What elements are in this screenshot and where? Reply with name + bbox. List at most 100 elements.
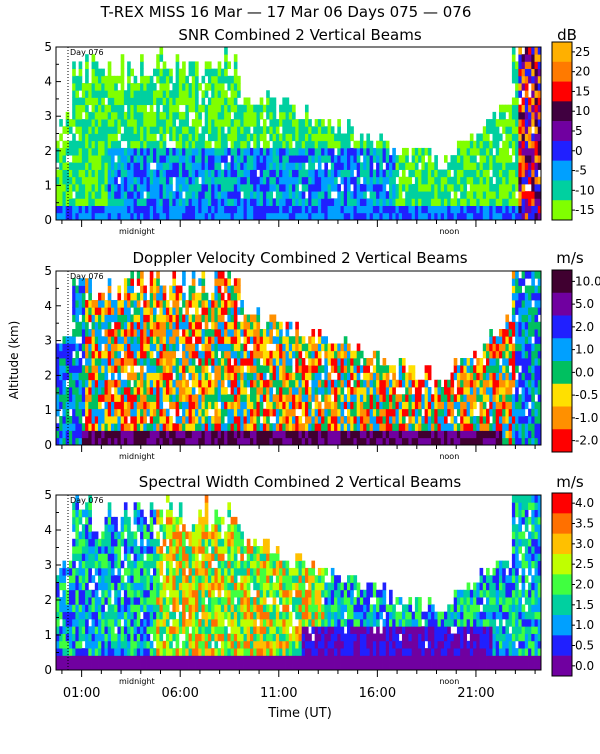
data-cell <box>147 344 151 352</box>
data-cell <box>522 344 526 352</box>
data-cell <box>269 315 273 323</box>
data-cell <box>483 438 487 446</box>
data-cell <box>85 373 89 381</box>
data-cell <box>525 177 529 185</box>
data-cell <box>350 431 354 439</box>
data-cell <box>279 177 283 185</box>
data-cell <box>98 148 102 156</box>
data-cell <box>467 213 471 221</box>
data-cell <box>434 170 438 178</box>
data-cell <box>140 351 144 359</box>
data-cell <box>211 416 215 424</box>
data-cell <box>383 184 387 192</box>
y-tick-label: 0 <box>44 438 52 452</box>
data-cell <box>470 402 474 410</box>
data-cell <box>182 365 186 373</box>
data-cell <box>266 431 270 439</box>
data-cell <box>240 206 244 214</box>
data-cell <box>311 213 315 221</box>
data-cell <box>134 97 138 105</box>
data-cell <box>214 141 218 149</box>
data-cell <box>143 119 147 127</box>
data-cell <box>130 162 134 170</box>
data-cell <box>108 198 112 206</box>
data-cell <box>224 148 228 156</box>
data-cell <box>428 162 432 170</box>
data-cell <box>75 539 79 547</box>
data-cell <box>140 112 144 120</box>
data-cell <box>214 126 218 134</box>
data-cell <box>347 134 351 142</box>
data-cell <box>224 206 228 214</box>
y-tick-label: 5 <box>44 40 52 54</box>
data-cell <box>69 402 73 410</box>
data-cell <box>79 387 83 395</box>
data-cell <box>496 155 500 163</box>
data-cell <box>480 438 484 446</box>
data-cell <box>282 423 286 431</box>
data-cell <box>402 155 406 163</box>
data-cell <box>92 191 96 199</box>
data-cell <box>117 213 121 221</box>
data-cell <box>412 162 416 170</box>
data-cell <box>418 380 422 388</box>
data-cell <box>250 184 254 192</box>
data-cell <box>522 300 526 308</box>
data-cell <box>467 206 471 214</box>
data-cell <box>218 112 222 120</box>
data-cell <box>124 402 128 410</box>
data-cell <box>473 365 477 373</box>
data-cell <box>509 402 513 410</box>
data-cell <box>195 191 199 199</box>
data-cell <box>221 423 225 431</box>
data-cell <box>499 423 503 431</box>
data-cell <box>396 170 400 178</box>
data-cell <box>396 155 400 163</box>
data-cell <box>237 336 241 344</box>
data-cell <box>163 198 167 206</box>
data-cell <box>179 358 183 366</box>
data-cell <box>405 387 409 395</box>
data-cell <box>256 322 260 330</box>
data-cell <box>127 394 131 402</box>
data-cell <box>321 191 325 199</box>
data-cell <box>127 387 131 395</box>
data-cell <box>211 134 215 142</box>
data-cell <box>282 191 286 199</box>
data-cell <box>250 365 254 373</box>
data-cell <box>130 148 134 156</box>
data-cell <box>234 336 238 344</box>
data-cell <box>509 191 513 199</box>
data-cell <box>292 162 296 170</box>
data-cell <box>234 394 238 402</box>
data-cell <box>214 76 218 84</box>
data-cell <box>56 191 60 199</box>
data-cell <box>88 344 92 352</box>
data-cell <box>72 524 76 532</box>
data-cell <box>321 155 325 163</box>
data-cell <box>489 191 493 199</box>
data-cell <box>179 394 183 402</box>
data-cell <box>473 170 477 178</box>
data-cell <box>127 112 131 120</box>
data-cell <box>389 416 393 424</box>
data-cell <box>156 162 160 170</box>
data-cell <box>111 307 115 315</box>
data-cell <box>66 126 70 134</box>
data-cell <box>66 365 70 373</box>
data-cell <box>127 336 131 344</box>
data-cell <box>234 170 238 178</box>
data-cell <box>195 76 199 84</box>
data-cell <box>111 213 115 221</box>
data-cell <box>292 344 296 352</box>
data-cell <box>218 134 222 142</box>
data-cell <box>412 431 416 439</box>
data-cell <box>130 191 134 199</box>
data-cell <box>153 126 157 134</box>
data-cell <box>457 438 461 446</box>
data-cell <box>525 365 529 373</box>
data-cell <box>221 119 225 127</box>
data-cell <box>69 206 73 214</box>
data-cell <box>434 191 438 199</box>
data-cell <box>185 423 189 431</box>
